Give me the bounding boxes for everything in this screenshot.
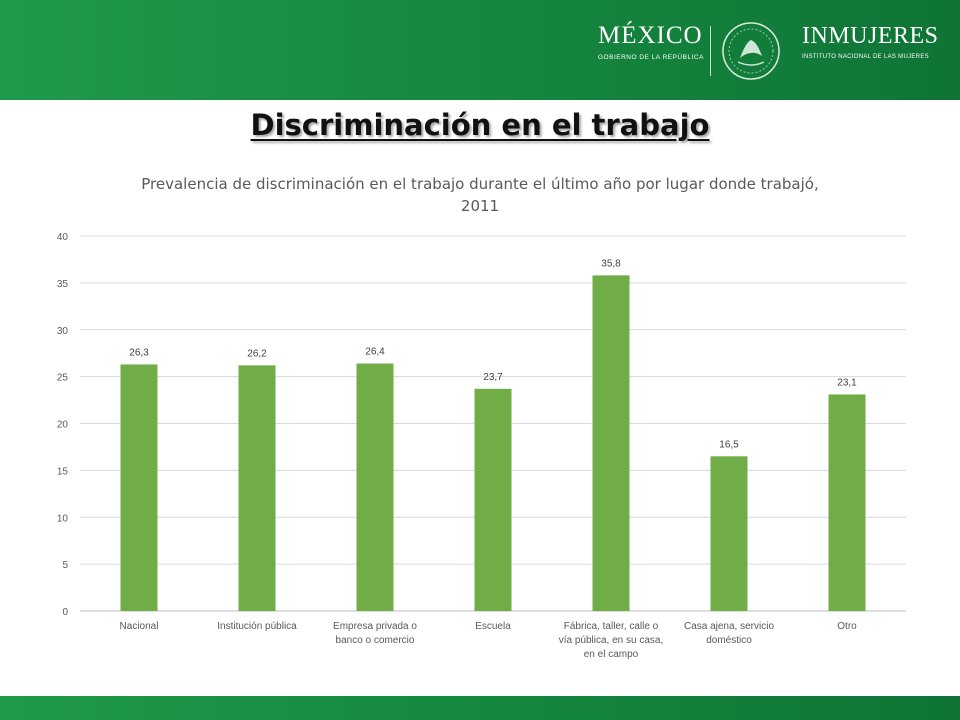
y-tick-label: 40 — [57, 232, 69, 243]
y-tick-label: 30 — [57, 326, 69, 337]
data-label: 26,2 — [247, 348, 267, 359]
x-tick-label: Fábrica, taller, calle o vía pública, en … — [559, 621, 664, 660]
y-tick-label: 25 — [57, 373, 69, 384]
data-label: 23,1 — [837, 377, 857, 388]
y-tick-label: 5 — [62, 560, 68, 571]
bar — [474, 388, 512, 611]
header-band: MÉXICO GOBIERNO DE LA REPÚBLICA INMUJERE… — [0, 0, 960, 100]
data-label: 23,7 — [483, 372, 503, 383]
bar — [238, 365, 276, 611]
y-tick-label: 0 — [62, 607, 68, 618]
data-label: 26,4 — [365, 347, 385, 358]
inmujeres-logo-subtext: INSTITUTO NACIONAL DE LAS MUJERES — [802, 54, 929, 60]
y-tick-label: 10 — [57, 513, 69, 524]
inmujeres-logo: INMUJERES INSTITUTO NACIONAL DE LAS MUJE… — [802, 22, 939, 78]
data-label: 16,5 — [719, 439, 739, 450]
y-tick-label: 20 — [57, 420, 69, 431]
national-seal-icon — [722, 22, 780, 80]
y-tick-label: 15 — [57, 466, 69, 477]
chart-title: Prevalencia de discriminación en el trab… — [141, 175, 819, 215]
x-tick-label: Otro — [837, 621, 857, 632]
x-tick-label: Escuela — [475, 621, 511, 632]
bar — [120, 364, 158, 611]
mexico-logo-subtext: GOBIERNO DE LA REPÚBLICA — [598, 54, 704, 61]
x-tick-label: Empresa privada o banco o comercio — [333, 621, 417, 646]
x-tick-label: Institución pública — [217, 621, 297, 632]
footer-band — [0, 696, 960, 720]
bar — [710, 456, 748, 611]
inmujeres-logo-text: INMUJERES — [802, 23, 939, 49]
mexico-logo-text: MÉXICO — [598, 22, 703, 49]
x-tick-label: Casa ajena, servicio doméstico — [684, 621, 774, 646]
slide-title: Discriminación en el trabajo — [250, 108, 710, 142]
data-label: 26,3 — [129, 347, 149, 358]
bar — [592, 275, 630, 611]
logo-divider — [710, 26, 711, 76]
y-tick-label: 35 — [57, 279, 69, 290]
bar — [356, 363, 394, 611]
mexico-logo: MÉXICO GOBIERNO DE LA REPÚBLICA — [598, 22, 704, 78]
data-label: 35,8 — [601, 258, 621, 269]
x-tick-label: Nacional — [120, 621, 159, 632]
bar — [828, 394, 866, 611]
